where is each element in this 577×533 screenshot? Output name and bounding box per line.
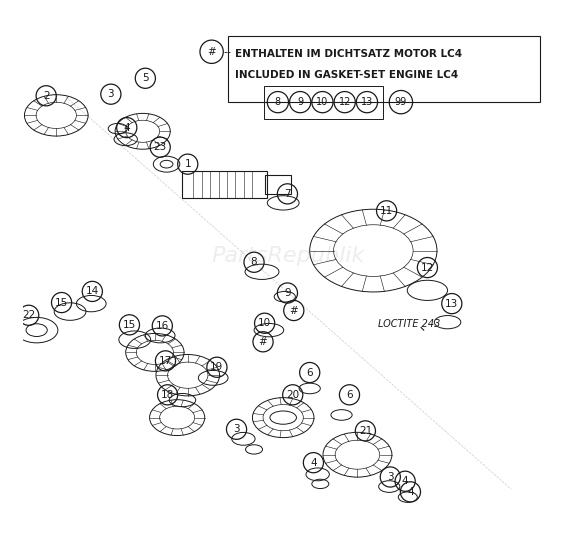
- Text: 10: 10: [258, 318, 271, 328]
- Bar: [182, 171, 267, 198]
- Text: 13: 13: [361, 97, 373, 107]
- Text: 15: 15: [55, 297, 68, 308]
- Text: 1: 1: [185, 159, 191, 169]
- Text: INCLUDED IN GASKET-SET ENGINE LC4: INCLUDED IN GASKET-SET ENGINE LC4: [235, 70, 459, 79]
- Text: 7: 7: [284, 189, 291, 199]
- Text: 3: 3: [387, 472, 394, 482]
- Text: PartsRepublik: PartsRepublik: [212, 246, 365, 266]
- Bar: [265, 175, 291, 194]
- Text: #: #: [290, 305, 298, 316]
- Text: 3: 3: [233, 424, 240, 434]
- Text: 20: 20: [286, 390, 299, 400]
- Text: 21: 21: [359, 426, 372, 436]
- Text: 10: 10: [316, 97, 328, 107]
- Text: 99: 99: [395, 97, 407, 107]
- Text: 12: 12: [339, 97, 351, 107]
- Text: 14: 14: [86, 286, 99, 296]
- Text: 12: 12: [421, 263, 434, 272]
- Text: 8: 8: [275, 97, 281, 107]
- Text: 4: 4: [402, 477, 409, 486]
- Text: 13: 13: [445, 298, 459, 309]
- Text: 9: 9: [297, 97, 304, 107]
- Text: 11: 11: [380, 206, 393, 216]
- Text: #: #: [258, 337, 267, 347]
- Text: 16: 16: [156, 321, 169, 331]
- Text: 6: 6: [346, 390, 353, 400]
- Text: LOCTITE 243: LOCTITE 243: [377, 319, 440, 329]
- Text: 2: 2: [43, 91, 50, 101]
- Text: 4: 4: [310, 458, 317, 467]
- Text: 3: 3: [107, 89, 114, 99]
- Text: 6: 6: [306, 368, 313, 377]
- Text: 17: 17: [159, 356, 172, 366]
- Text: 22: 22: [22, 310, 35, 320]
- Text: 5: 5: [142, 73, 149, 83]
- Text: 9: 9: [284, 288, 291, 298]
- Text: 18: 18: [161, 390, 174, 400]
- Text: 4: 4: [407, 487, 414, 497]
- Text: 4: 4: [123, 123, 130, 133]
- Text: #: #: [207, 47, 216, 56]
- Text: 19: 19: [210, 362, 223, 372]
- Text: 23: 23: [153, 142, 167, 152]
- Text: 8: 8: [251, 257, 257, 267]
- Text: ENTHALTEN IM DICHTSATZ MOTOR LC4: ENTHALTEN IM DICHTSATZ MOTOR LC4: [235, 50, 463, 59]
- Text: 15: 15: [123, 320, 136, 330]
